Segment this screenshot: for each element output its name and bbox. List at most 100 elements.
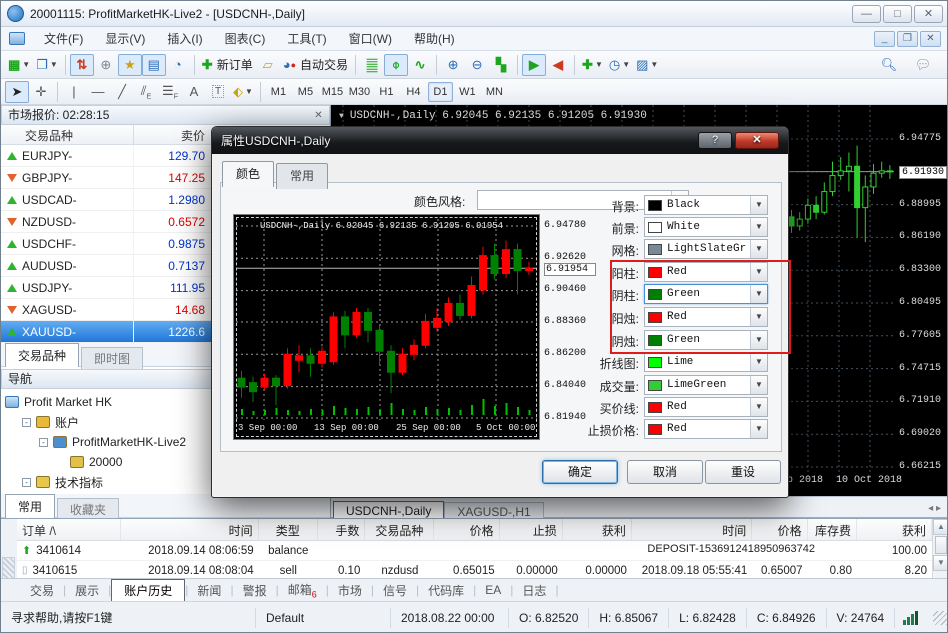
color-setting-select[interactable]: LimeGreen ▼ (644, 375, 768, 395)
chart-tab-0[interactable]: USDCNH-,Daily (333, 501, 445, 520)
navigator-toggle-button[interactable]: ★ (117, 53, 142, 76)
color-setting-select[interactable]: Red ▼ (644, 397, 768, 417)
tree-expander-icon[interactable]: - (22, 477, 31, 487)
chart-tab-1[interactable]: XAGUSD-,H1 (444, 502, 544, 521)
terminal-tab-2[interactable]: 账户历史 (111, 578, 186, 602)
navigator-root-item[interactable]: Profit Market HK (5, 392, 330, 412)
market-watch-row[interactable]: GBPJPY- 147.25 (1, 167, 330, 189)
color-setting-select[interactable]: Green ▼ (644, 330, 768, 350)
tab-general[interactable]: 常用 (276, 163, 329, 189)
terminal-column-5[interactable]: 价格 (434, 519, 500, 540)
terminal-tab-5[interactable]: 邮箱6 (279, 579, 326, 601)
menu-item-3[interactable]: 图表(C) (224, 32, 266, 46)
market-watch-row[interactable]: EURJPY- 129.70 (1, 145, 330, 167)
terminal-toggle-button[interactable]: ▤ (141, 53, 166, 76)
timeframe-d1[interactable]: D1 (427, 81, 453, 102)
chevron-down-icon[interactable]: ▼ (750, 196, 767, 214)
resize-grip[interactable] (933, 610, 947, 625)
chevron-down-icon[interactable]: ▼ (750, 308, 767, 326)
terminal-tab-0[interactable]: 交易 (21, 580, 63, 601)
terminal-column-7[interactable]: 获利 (563, 519, 632, 540)
indicators-button[interactable]: ✚ ▼ (582, 56, 603, 72)
chevron-down-icon[interactable]: ▼ (750, 240, 767, 258)
timeframe-m30[interactable]: M30 (348, 85, 371, 98)
tab-tick-chart[interactable]: 即时图 (81, 347, 144, 369)
auto-scroll-button[interactable]: ▶ (522, 53, 547, 76)
terminal-column-8[interactable]: 时间 (632, 519, 753, 540)
arrows-tool-button[interactable]: ⬖ ▼ (233, 83, 253, 99)
terminal-column-3[interactable]: 手数 (318, 519, 366, 540)
reset-button[interactable]: 重设 (705, 460, 781, 484)
market-watch-row[interactable]: NZDUSD- 0.6572 (1, 211, 330, 233)
tree-expander-icon[interactable]: - (22, 417, 31, 427)
color-setting-select[interactable]: Red ▼ (644, 307, 768, 327)
menu-item-1[interactable]: 显示(V) (105, 32, 146, 46)
menu-item-5[interactable]: 窗口(W) (348, 32, 392, 46)
menu-item-0[interactable]: 文件(F) (44, 32, 84, 46)
terminal-column-9[interactable]: 价格 (752, 519, 808, 540)
chevron-down-icon[interactable]: ▼ (750, 331, 767, 349)
templates-button[interactable]: ▨ ▼ (636, 56, 659, 72)
new-order-button[interactable]: ✚ 新订单 (201, 56, 253, 73)
color-setting-select[interactable]: Red ▼ (644, 262, 768, 282)
chevron-down-icon[interactable]: ▼ (750, 353, 767, 371)
bid-column-header[interactable]: 卖价 (180, 129, 205, 143)
zoom-in-button[interactable]: ⊕ (447, 56, 459, 72)
terminal-column-1[interactable]: 时间 (121, 519, 259, 540)
terminal-tab-9[interactable]: EA (476, 581, 510, 599)
tab-favorites[interactable]: 收藏夹 (57, 498, 120, 520)
terminal-column-header[interactable]: 订单 /\ 时间 类型 手数 交易品种 价格 止损 获利 时间 价格 库存费 获利 (17, 519, 932, 541)
chevron-down-icon[interactable]: ▼ (750, 218, 767, 236)
text-tool-button[interactable]: A (189, 84, 199, 99)
periods-button[interactable]: ◷ ▼ (608, 56, 631, 72)
profiles-button[interactable]: ❐ ▼ (36, 56, 58, 72)
tab-symbols[interactable]: 交易品种 (5, 343, 80, 367)
terminal-tab-10[interactable]: 日志 (513, 580, 555, 601)
navigator-item[interactable]: - 技术指标 (5, 472, 330, 492)
ok-button[interactable]: 确定 (542, 460, 618, 484)
terminal-row[interactable]: ▯ 3410615 2018.09.14 08:08:04 sell 0.10 nzdus… (17, 561, 932, 578)
color-setting-select[interactable]: Green ▼ (644, 284, 768, 304)
terminal-column-11[interactable]: 获利 (857, 519, 932, 540)
chevron-down-icon[interactable]: ▼ (750, 285, 767, 303)
status-profile[interactable]: Default (256, 607, 391, 628)
terminal-tab-1[interactable]: 展示 (66, 580, 108, 601)
tab-colors[interactable]: 颜色 (222, 161, 275, 187)
color-setting-select[interactable]: Lime ▼ (644, 352, 768, 372)
scroll-down-icon[interactable]: ▼ (933, 555, 947, 571)
timeframe-h4[interactable]: H4 (406, 85, 421, 98)
color-setting-select[interactable]: White ▼ (644, 217, 768, 237)
new-chart-button[interactable]: ▦ ▼ (8, 56, 31, 72)
terminal-column-6[interactable]: 止损 (500, 519, 563, 540)
autotrade-button[interactable]: ◕ ● 自动交易 (282, 57, 349, 72)
chevron-down-icon[interactable]: ▼ (750, 376, 767, 394)
timeframe-mn[interactable]: MN (485, 85, 503, 98)
terminal-row[interactable]: ⬆ 3410614 2018.09.14 08:06:59 balance 100.00… (17, 541, 932, 561)
symbol-column-header[interactable]: 交易品种 (1, 125, 134, 144)
tab-common[interactable]: 常用 (5, 494, 56, 518)
market-watch-row[interactable]: USDCAD- 1.2980 (1, 189, 330, 211)
bar-chart-button[interactable]: 𝄛 (366, 56, 378, 72)
navigator-item[interactable]: 20000 (5, 452, 330, 472)
menu-item-6[interactable]: 帮助(H) (413, 32, 455, 46)
market-watch-row[interactable]: USDCHF- 0.9875 (1, 233, 330, 255)
scroll-up-icon[interactable]: ▲ (933, 519, 947, 535)
terminal-tab-6[interactable]: 市场 (329, 580, 371, 601)
chevron-down-icon[interactable]: ▼ (750, 398, 767, 416)
menu-item-2[interactable]: 插入(I) (167, 32, 203, 46)
scroll-thumb[interactable] (935, 536, 947, 554)
cancel-button[interactable]: 取消 (627, 460, 703, 484)
mdi-close-button[interactable]: ✕ (920, 30, 941, 47)
market-watch-close-icon[interactable]: ✕ (314, 110, 323, 121)
tile-windows-button[interactable]: ▚ (496, 56, 507, 72)
market-watch-row[interactable]: USDJPY- 111.95 (1, 277, 330, 299)
chevron-down-icon[interactable]: ▼ (750, 420, 767, 438)
search-icon[interactable]: 🔍︎ (880, 56, 898, 72)
line-chart-button[interactable]: ∿ (414, 56, 426, 72)
equidistant-channel-tool-button[interactable]: ⫽E (140, 82, 152, 101)
timeframe-m1[interactable]: M1 (270, 85, 287, 98)
maximize-button[interactable]: □ (883, 4, 912, 23)
navigator-item[interactable]: - 账户 (5, 412, 330, 432)
timeframe-m5[interactable]: M5 (297, 85, 314, 98)
terminal-tab-7[interactable]: 信号 (374, 580, 416, 601)
